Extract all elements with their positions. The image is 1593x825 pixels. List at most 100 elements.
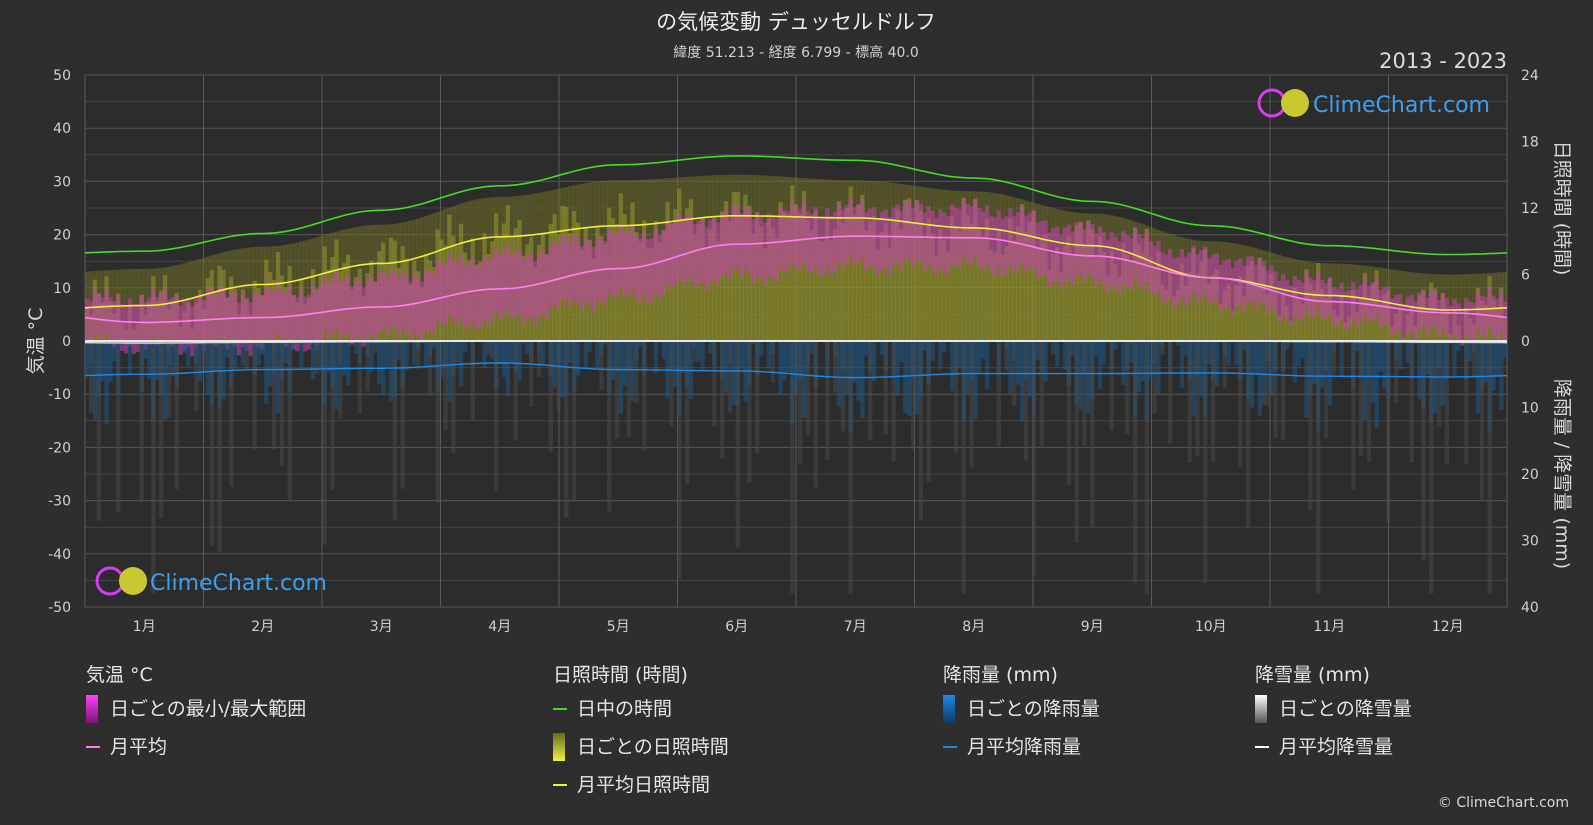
temp-daily-range bbox=[836, 202, 842, 262]
rain-daily-bar bbox=[505, 341, 511, 397]
legend-sun-avg-label: 月平均日照時間 bbox=[577, 774, 711, 796]
chart-subtitle: 緯度 51.213 - 経度 6.799 - 標高 40.0 bbox=[673, 44, 919, 61]
legend-rain-avg: 月平均降雨量 bbox=[943, 728, 1100, 766]
temp-daily-range bbox=[1343, 291, 1348, 329]
temp-daily-range bbox=[992, 217, 998, 276]
rain-daily-bar bbox=[147, 341, 152, 380]
rain-daily-bar bbox=[907, 341, 912, 416]
rain-daily-bar bbox=[836, 341, 842, 407]
x-tick-label: 5月 bbox=[607, 619, 630, 635]
precip-daily-peak bbox=[1351, 341, 1356, 491]
sunshine-daily-bar bbox=[965, 215, 970, 341]
temp-daily-range bbox=[587, 241, 592, 306]
sunshine-daily-range bbox=[984, 192, 990, 341]
rain-daily-bar bbox=[977, 341, 982, 375]
temp-daily-range bbox=[213, 295, 218, 347]
sunshine-daily-bar bbox=[977, 227, 982, 341]
rain-daily-bar bbox=[182, 341, 187, 354]
x-tick-label: 2月 bbox=[251, 619, 274, 635]
temp-daily-range bbox=[544, 255, 550, 320]
sunshine-daily-bar bbox=[1347, 316, 1352, 341]
temp-daily-range bbox=[1401, 304, 1407, 342]
temp-daily-range bbox=[774, 218, 779, 282]
precip-daily-peak bbox=[244, 341, 250, 371]
y-right-precip-tick-label: 30 bbox=[1521, 534, 1539, 550]
sunshine-daily-bar bbox=[1195, 274, 1200, 341]
temp-daily-range bbox=[248, 302, 253, 356]
temp-daily-range bbox=[1195, 254, 1200, 303]
rain-avg-line bbox=[84, 362, 1508, 379]
legend-snow-avg-label: 月平均降雪量 bbox=[1279, 736, 1394, 758]
sunshine-avg-swatch bbox=[553, 784, 567, 786]
temp-daily-range bbox=[396, 277, 401, 337]
temp-daily-range bbox=[416, 276, 421, 337]
temp-daily-range bbox=[1086, 221, 1091, 275]
rain-daily-bar bbox=[1319, 341, 1325, 388]
sunshine-daily-bar bbox=[1207, 283, 1212, 341]
y-right-sun-tick-label: 24 bbox=[1521, 68, 1539, 84]
sunshine-daily-range bbox=[1132, 221, 1138, 341]
sunshine-daily-bar bbox=[1187, 271, 1192, 341]
rain-daily-bar bbox=[326, 341, 331, 373]
rain-daily-bar bbox=[497, 341, 503, 364]
rain-daily-bar bbox=[186, 341, 191, 367]
sunshine-daily-bar bbox=[1020, 204, 1025, 341]
rain-daily-bar bbox=[197, 341, 203, 382]
rain-daily-bar bbox=[1234, 341, 1239, 365]
temp-daily-range bbox=[1460, 308, 1465, 346]
sunshine-daily-range bbox=[1027, 201, 1033, 341]
temp-daily-range bbox=[1129, 237, 1134, 290]
precip-daily-peak bbox=[529, 341, 534, 407]
rain-daily-bar bbox=[213, 341, 218, 371]
temp-daily-range bbox=[1043, 220, 1048, 276]
temp-daily-range bbox=[1405, 296, 1411, 335]
sunshine-daily-bar bbox=[1113, 263, 1118, 341]
sunshine-daily-range bbox=[361, 225, 366, 341]
temp-daily-range bbox=[307, 294, 312, 350]
temp-daily-range bbox=[1394, 295, 1399, 333]
rain-daily-bar bbox=[447, 341, 452, 403]
temp-daily-range bbox=[123, 306, 129, 354]
rain-daily-bar bbox=[1062, 341, 1068, 370]
precip-daily-peak bbox=[833, 341, 838, 393]
sunshine-daily-bar bbox=[1090, 229, 1095, 341]
temp-daily-range bbox=[1199, 250, 1204, 299]
temp-daily-range bbox=[244, 297, 250, 351]
temp-daily-range bbox=[1152, 245, 1157, 296]
sunshine-daily-range bbox=[225, 251, 230, 341]
temp-daily-range bbox=[1070, 231, 1075, 286]
precip-daily-peak bbox=[338, 341, 343, 419]
temp-daily-range bbox=[139, 295, 144, 343]
sunshine-daily-range bbox=[190, 261, 195, 341]
temp-daily-range bbox=[1156, 240, 1161, 291]
sunshine-daily-range bbox=[848, 180, 853, 341]
sunshine-daily-range bbox=[178, 264, 183, 341]
sunshine-daily-bar bbox=[751, 234, 756, 341]
rain-daily-bar bbox=[205, 341, 211, 395]
rain-daily-bar bbox=[1078, 341, 1083, 410]
sunshine-daily-bar bbox=[840, 222, 846, 341]
temp-daily-range bbox=[864, 212, 869, 271]
sunshine-daily-bar bbox=[1129, 260, 1134, 341]
sunshine-daily-range bbox=[248, 247, 253, 341]
temp-daily-range bbox=[322, 276, 327, 333]
rain-daily-bar bbox=[318, 341, 324, 369]
rain-daily-bar bbox=[1070, 341, 1075, 356]
precip-daily-peak bbox=[1090, 341, 1095, 528]
temp-daily-range bbox=[860, 200, 865, 260]
year-range: 2013 - 2023 bbox=[1379, 49, 1507, 73]
rain-daily-bar bbox=[1456, 341, 1461, 351]
y-left-tick-label: 30 bbox=[53, 174, 71, 190]
rain-daily-bar bbox=[766, 341, 772, 369]
precip-daily-peak bbox=[1471, 341, 1477, 377]
temp-daily-range bbox=[607, 229, 612, 293]
temp-daily-range bbox=[622, 230, 627, 295]
temp-daily-range bbox=[642, 230, 647, 295]
temp-daily-range bbox=[236, 302, 242, 356]
sunshine-daily-bar bbox=[907, 198, 912, 341]
rain-daily-bar bbox=[957, 341, 962, 368]
temp-daily-range bbox=[899, 210, 904, 270]
temp-daily-range bbox=[739, 213, 744, 278]
rain-daily-bar bbox=[1086, 341, 1091, 414]
temp-daily-range bbox=[131, 306, 137, 354]
